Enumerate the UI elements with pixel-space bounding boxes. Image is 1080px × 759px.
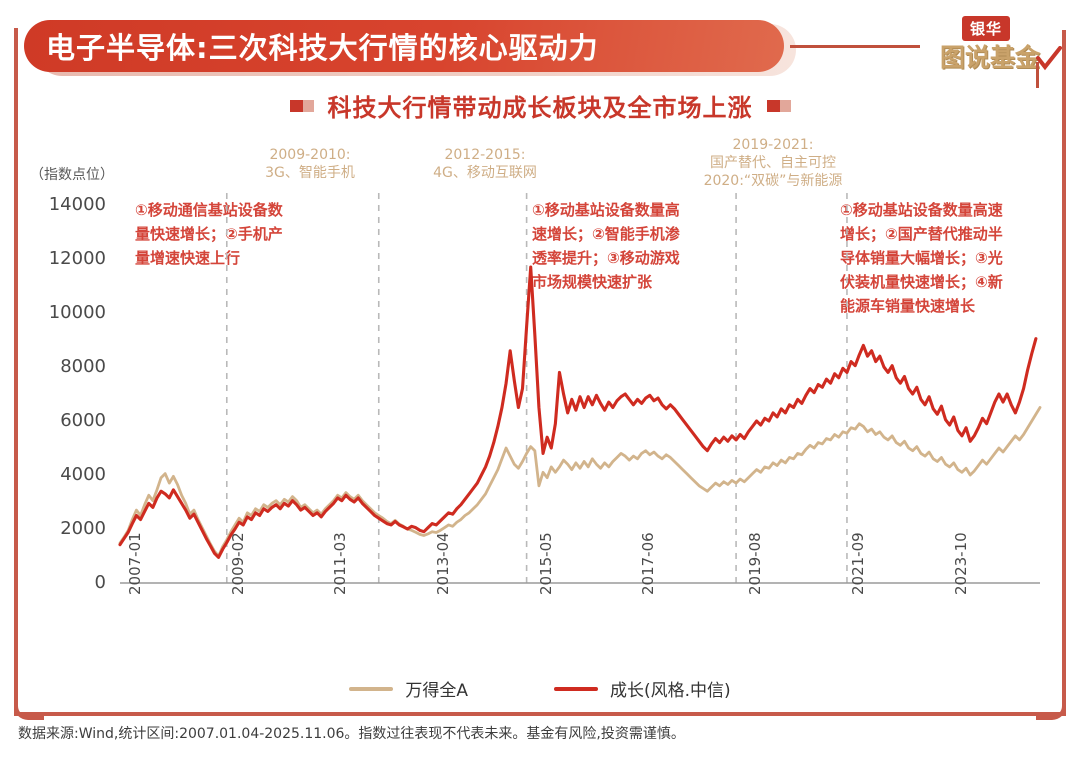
page-title: 电子半导体:三次科技大行情的核心驱动力 xyxy=(46,31,599,65)
frame-bottom-left-corner xyxy=(14,690,44,720)
logo-badge-text: 银华 xyxy=(962,16,1011,41)
title-pill: 电子半导体:三次科技大行情的核心驱动力 xyxy=(24,20,784,72)
y-tick-label: 4000 xyxy=(60,464,106,485)
line-chart: 0 2000 4000 6000 8000 10000 12000 14000 xyxy=(49,193,1042,593)
period-range: 2012-2015: xyxy=(444,147,526,163)
chart-subtitle: 科技大行情带动成长板块及全市场上涨 xyxy=(327,94,753,122)
square-marker-right-icon xyxy=(766,99,791,112)
series-line-wande xyxy=(118,406,1042,558)
footer-source-note: 数据来源:Wind,统计区间:2007.01.04-2025.11.06。指数过… xyxy=(18,726,685,742)
period-range: 2009-2010: xyxy=(269,147,351,163)
legend-swatch-growth xyxy=(553,686,598,691)
logo-vertical-rule xyxy=(1036,62,1039,88)
period-desc-2: 2020:“双碳”与新能源 xyxy=(703,173,843,189)
period-caption-2009: 2009-2010: 3G、智能手机 xyxy=(240,146,380,182)
period-caption-2019: 2019-2021: 国产替代、自主可控 2020:“双碳”与新能源 xyxy=(663,136,883,190)
frame-right-border xyxy=(1062,30,1066,716)
y-tick-label: 2000 xyxy=(60,518,106,539)
annotation-block-3: ①移动基站设备数量高速增长；②国产替代推动半导体销量大幅增长；③光伏装机量快速增… xyxy=(840,201,1003,315)
frame-bottom-right-corner xyxy=(1036,690,1066,720)
period-range: 2019-2021: xyxy=(732,137,814,153)
y-tick-label: 12000 xyxy=(49,248,106,269)
annotation-block-1: ①移动通信基站设备数量快速增长；②手机产量增速快速上行 xyxy=(135,201,283,267)
annotation-block-2: ①移动基站设备数量高速增长；②智能手机渗透率提升；③移动游戏市场规模快速扩张 xyxy=(532,201,680,291)
legend-label-growth: 成长(风格.中信) xyxy=(609,681,731,701)
square-marker-left-icon xyxy=(289,99,314,112)
subtitle-row: 科技大行情带动成长板块及全市场上涨 xyxy=(0,88,1080,123)
y-tick-label: 6000 xyxy=(60,410,106,431)
frame-bottom-border xyxy=(14,712,1066,716)
frame-left-border xyxy=(14,30,18,716)
check-icon xyxy=(1036,46,1062,71)
x-tick-label: 2021-09 xyxy=(848,532,867,595)
y-tick-label: 8000 xyxy=(60,356,106,377)
y-tick-label: 0 xyxy=(95,572,106,593)
period-caption-2012: 2012-2015: 4G、移动互联网 xyxy=(405,146,565,182)
y-axis-unit-label: （指数点位） xyxy=(30,167,114,183)
legend-swatch-wande xyxy=(349,686,394,691)
period-desc: 国产替代、自主可控 xyxy=(710,155,836,171)
y-tick-label: 14000 xyxy=(49,194,106,215)
period-desc: 3G、智能手机 xyxy=(265,165,355,181)
chart-legend: 万得全A 成长(风格.中信) xyxy=(0,676,1080,701)
legend-item-growth: 成长(风格.中信) xyxy=(553,676,731,701)
legend-item-wande: 万得全A xyxy=(349,676,468,701)
x-tick-label: 2017-06 xyxy=(639,532,658,595)
x-tick-label: 2011-03 xyxy=(331,532,350,595)
title-divider-rule xyxy=(790,45,920,48)
x-tick-label: 2009-02 xyxy=(228,532,247,595)
x-tick-label: 2019-08 xyxy=(746,532,765,595)
x-tick-label: 2007-01 xyxy=(126,532,144,595)
x-tick-label: 2023-10 xyxy=(951,532,970,595)
x-tick-label: 2015-05 xyxy=(536,532,555,595)
logo-main-text: 图说基金 xyxy=(940,43,1041,72)
x-tick-label: 2013-04 xyxy=(434,532,453,595)
y-tick-label: 10000 xyxy=(49,302,106,323)
brand-logo: 银华 图说基金 xyxy=(940,16,1062,78)
series-line-growth xyxy=(118,265,1038,559)
period-desc: 4G、移动互联网 xyxy=(433,165,537,181)
legend-label-wande: 万得全A xyxy=(405,681,468,701)
